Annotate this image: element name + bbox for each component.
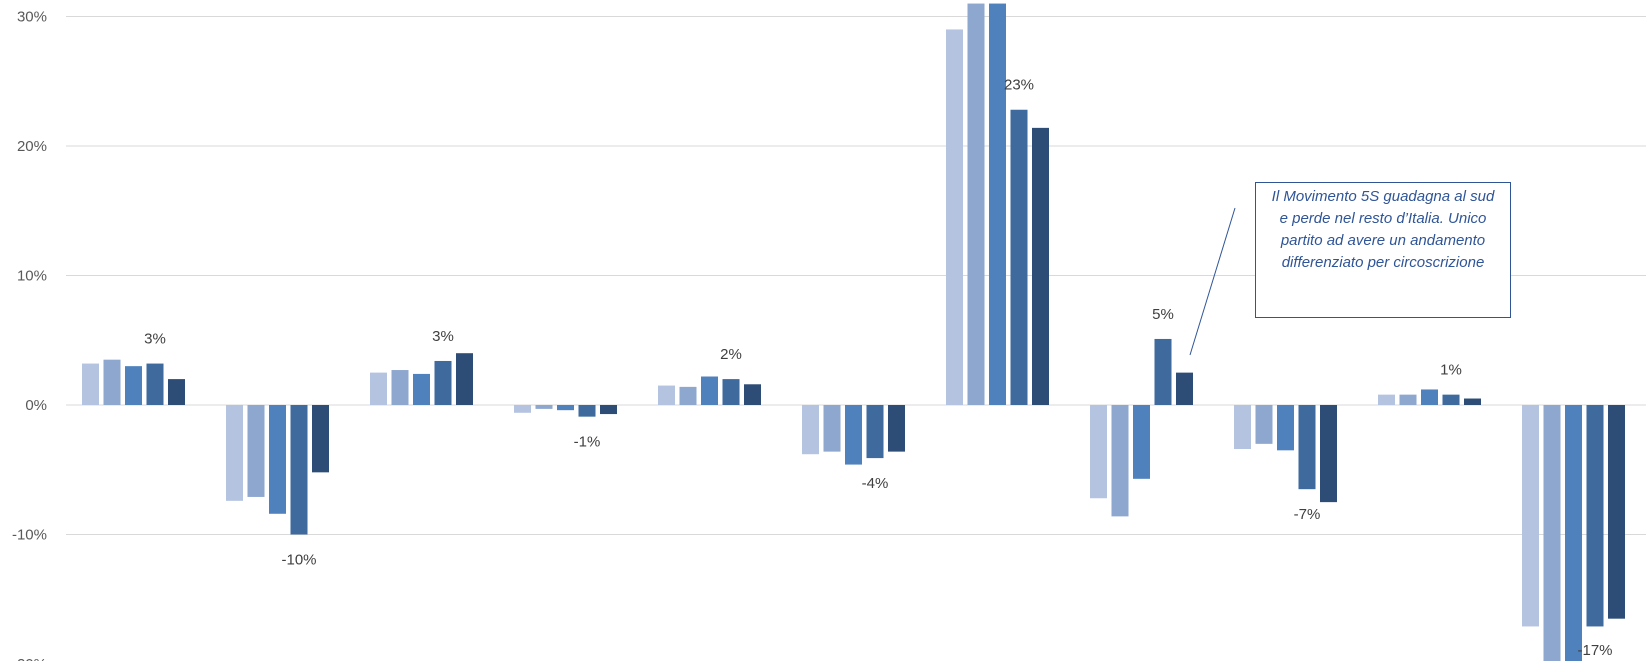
bar: [600, 405, 617, 415]
bar: [226, 405, 243, 501]
bar: [578, 405, 596, 417]
bar: [1111, 405, 1129, 517]
data-labels: 3% -10% 3% -1% 2% -4% 23% 5% -7% 1% -17%: [144, 77, 1612, 659]
y-tick-label: 10%: [17, 268, 47, 285]
bar: [434, 360, 452, 405]
bar: [1090, 405, 1107, 499]
bar: [1522, 405, 1539, 627]
data-label: 1%: [1440, 362, 1462, 379]
bar: [103, 359, 121, 405]
data-label: -17%: [1577, 642, 1612, 659]
data-label: -7%: [1294, 506, 1321, 523]
bar: [888, 405, 905, 452]
data-label: 3%: [144, 331, 166, 348]
y-tick-label: -10%: [12, 527, 47, 544]
bar: [1565, 405, 1582, 661]
bar: [1586, 405, 1604, 627]
bar: [168, 379, 185, 405]
bar: [1277, 405, 1294, 451]
data-label: -1%: [574, 434, 601, 451]
bar: [312, 405, 329, 473]
y-axis-ticks: 30% 20% 10% 0% -10% -20%: [12, 9, 47, 661]
bar: [1154, 338, 1172, 405]
bar: [722, 379, 740, 405]
bar: [413, 373, 430, 405]
bar: [1298, 405, 1316, 490]
bar: [1010, 109, 1028, 406]
data-label: 3%: [432, 328, 454, 345]
bar: [1442, 394, 1460, 405]
bar: [658, 385, 675, 405]
annotation-box: Il Movimento 5S guadagna al sud e perde …: [1255, 182, 1511, 318]
bar: [1320, 405, 1337, 503]
bar: [1421, 389, 1438, 405]
bar: [1464, 398, 1481, 405]
bar: [1176, 372, 1193, 405]
bar: [247, 405, 265, 497]
bar: [946, 29, 963, 405]
y-tick-label: 30%: [17, 9, 47, 26]
bar: [146, 363, 164, 405]
bar: [82, 363, 99, 405]
bar: [456, 353, 473, 405]
bar: [845, 405, 862, 465]
bar: [269, 405, 286, 514]
y-tick-label: 0%: [25, 397, 47, 414]
bar: [1608, 405, 1625, 619]
bar: [370, 372, 387, 405]
bar: [125, 366, 142, 405]
bar: [1234, 405, 1251, 450]
data-label: 2%: [720, 346, 742, 363]
bar: [701, 376, 718, 405]
bar: [1032, 127, 1049, 406]
annotation-leader-line: [1189, 207, 1236, 356]
bar: [535, 405, 553, 409]
bar: [290, 405, 308, 535]
bar: [1378, 394, 1395, 405]
bar: [557, 405, 574, 411]
bar: [744, 384, 761, 405]
y-tick-label: -20%: [12, 656, 47, 661]
data-label: 23%: [1004, 77, 1034, 94]
bar: [391, 370, 409, 405]
bar: [1255, 405, 1273, 444]
bars: [82, 3, 1625, 661]
bar: [514, 405, 531, 413]
bar: [1133, 405, 1150, 479]
bar: [866, 405, 884, 459]
data-label: -10%: [281, 552, 316, 569]
data-label: 5%: [1152, 306, 1174, 323]
bar: [802, 405, 819, 455]
bar: [823, 405, 841, 452]
y-tick-label: 20%: [17, 138, 47, 155]
bar: [679, 386, 697, 405]
bar: [989, 3, 1006, 406]
bar: [1399, 394, 1417, 405]
bar: [1543, 405, 1561, 661]
bar: [967, 3, 985, 406]
data-label: -4%: [862, 475, 889, 492]
